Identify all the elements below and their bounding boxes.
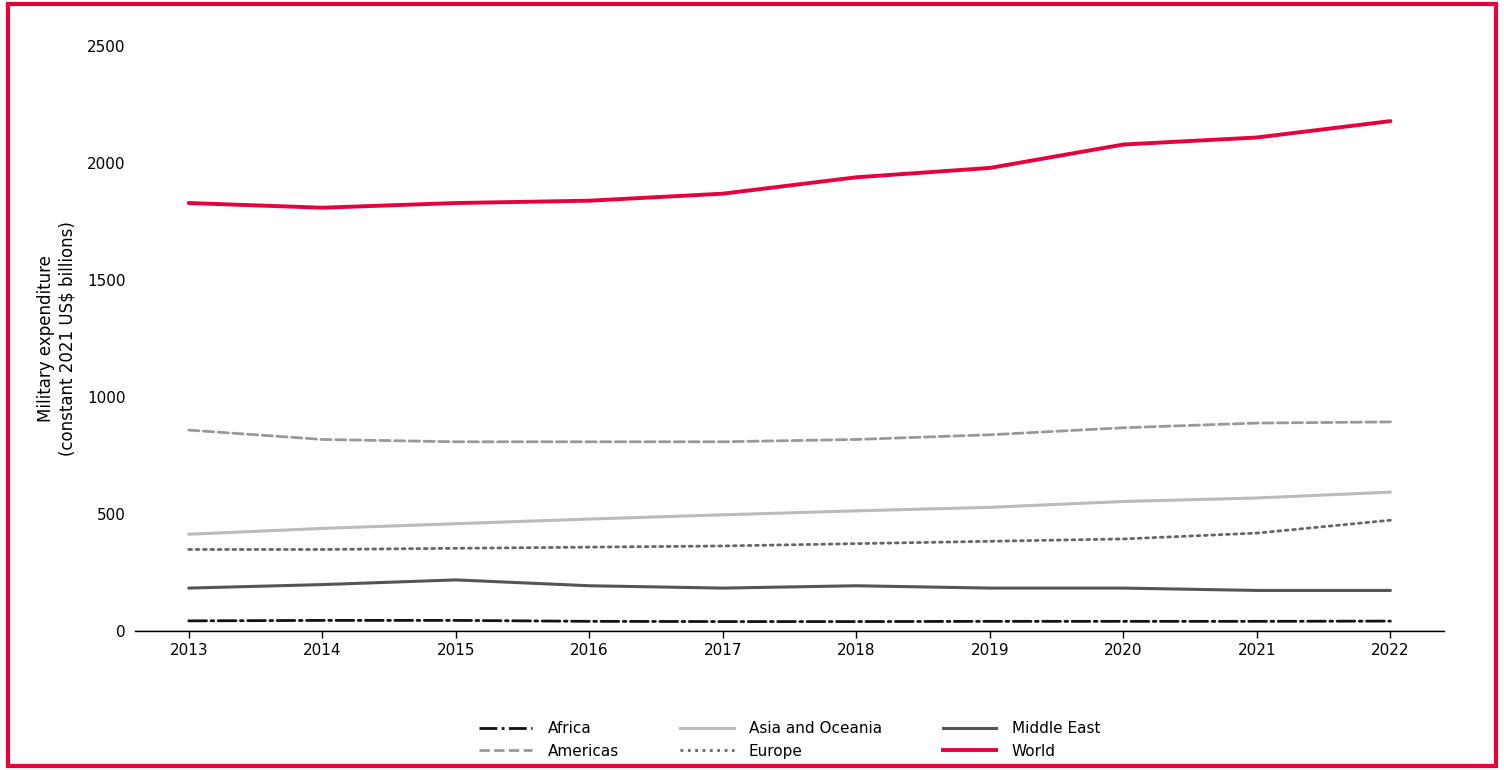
- Line: Americas: Americas: [190, 422, 1390, 442]
- Africa: [1114, 617, 1133, 626]
- Middle East: [1248, 586, 1266, 595]
- Americas: [847, 435, 865, 444]
- Line: Asia and Oceania: Asia and Oceania: [190, 492, 1390, 534]
- Europe: [180, 545, 199, 554]
- Middle East: [313, 580, 331, 589]
- Europe: [1114, 534, 1133, 544]
- Europe: [714, 541, 732, 551]
- Middle East: [581, 581, 599, 591]
- Asia and Oceania: [313, 524, 331, 533]
- Africa: [981, 617, 999, 626]
- World: [313, 203, 331, 213]
- Americas: [581, 437, 599, 447]
- Africa: [447, 616, 465, 625]
- Asia and Oceania: [981, 503, 999, 512]
- Africa: [1381, 617, 1399, 626]
- World: [1381, 116, 1399, 126]
- Middle East: [847, 581, 865, 591]
- Asia and Oceania: [1114, 497, 1133, 506]
- World: [714, 189, 732, 199]
- Africa: [1248, 617, 1266, 626]
- Line: Europe: Europe: [190, 521, 1390, 550]
- Asia and Oceania: [180, 530, 199, 539]
- Europe: [581, 543, 599, 552]
- Asia and Oceania: [1381, 487, 1399, 497]
- Europe: [313, 545, 331, 554]
- Legend: Africa, Americas, Asia and Oceania, Europe, Middle East, World: Africa, Americas, Asia and Oceania, Euro…: [478, 721, 1101, 758]
- Americas: [1114, 424, 1133, 433]
- Middle East: [180, 584, 199, 593]
- Europe: [1248, 528, 1266, 537]
- Line: World: World: [190, 121, 1390, 208]
- World: [981, 163, 999, 172]
- Middle East: [1114, 584, 1133, 593]
- Americas: [714, 437, 732, 447]
- Asia and Oceania: [581, 514, 599, 524]
- Africa: [714, 617, 732, 626]
- Americas: [313, 435, 331, 444]
- Asia and Oceania: [714, 511, 732, 520]
- Americas: [447, 437, 465, 447]
- Africa: [313, 616, 331, 625]
- Middle East: [447, 575, 465, 584]
- Asia and Oceania: [1248, 494, 1266, 503]
- Europe: [1381, 516, 1399, 525]
- Middle East: [714, 584, 732, 593]
- World: [447, 199, 465, 208]
- Africa: [847, 617, 865, 626]
- World: [581, 196, 599, 206]
- Asia and Oceania: [447, 519, 465, 528]
- Middle East: [1381, 586, 1399, 595]
- World: [180, 199, 199, 208]
- Middle East: [981, 584, 999, 593]
- Europe: [847, 539, 865, 548]
- Americas: [1381, 417, 1399, 427]
- World: [1248, 133, 1266, 142]
- Asia and Oceania: [847, 506, 865, 515]
- Americas: [981, 430, 999, 440]
- Africa: [180, 616, 199, 625]
- World: [1114, 140, 1133, 149]
- Europe: [447, 544, 465, 553]
- Americas: [1248, 418, 1266, 427]
- Y-axis label: Military expenditure
(constant 2021 US$ billions): Military expenditure (constant 2021 US$ …: [38, 221, 77, 457]
- Americas: [180, 426, 199, 435]
- Line: Middle East: Middle East: [190, 580, 1390, 591]
- Europe: [981, 537, 999, 546]
- Africa: [581, 617, 599, 626]
- World: [847, 172, 865, 182]
